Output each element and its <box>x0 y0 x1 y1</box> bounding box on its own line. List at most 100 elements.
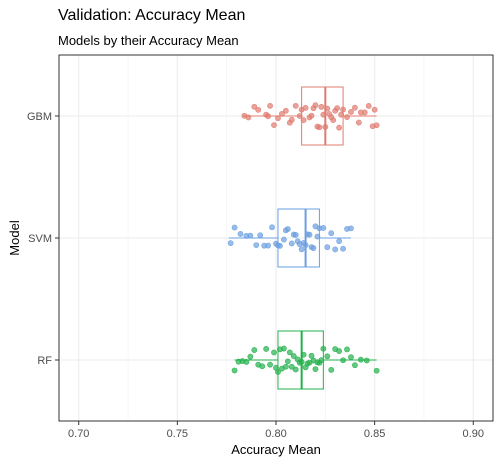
data-point <box>300 117 307 124</box>
data-point <box>352 104 358 111</box>
data-point <box>296 113 303 119</box>
data-point <box>306 231 313 238</box>
data-point <box>300 351 307 358</box>
data-point <box>288 240 295 247</box>
data-point <box>316 124 323 131</box>
data-point <box>320 225 327 231</box>
x-tick-label: 0.90 <box>463 428 484 440</box>
data-point <box>243 359 250 365</box>
data-point <box>275 115 281 122</box>
y-tick-layer: GBM SVM RF <box>27 111 59 367</box>
data-point <box>259 363 266 370</box>
data-point <box>280 345 287 352</box>
data-point <box>352 362 358 369</box>
data-point <box>328 367 335 373</box>
data-point <box>292 366 299 373</box>
data-point <box>237 231 244 237</box>
data-point <box>257 232 264 239</box>
data-point <box>332 246 339 253</box>
data-point <box>318 103 325 110</box>
data-point <box>363 357 370 364</box>
data-point <box>344 114 350 121</box>
data-point <box>336 124 343 131</box>
data-point <box>269 224 275 231</box>
data-point <box>373 367 380 374</box>
data-point <box>330 117 337 124</box>
data-point <box>271 349 277 356</box>
data-point <box>312 102 319 109</box>
x-tick-label: 0.70 <box>68 428 89 440</box>
data-point <box>302 242 309 248</box>
data-point <box>336 238 343 245</box>
chart-subtitle: Models by their Accuracy Mean <box>58 33 239 48</box>
data-point <box>247 232 254 239</box>
data-point <box>286 349 293 356</box>
data-point <box>247 353 254 360</box>
data-point <box>253 242 260 248</box>
data-point <box>277 242 283 249</box>
data-point <box>308 112 315 119</box>
data-point <box>271 122 277 128</box>
chart-title: Validation: Accuracy Mean <box>58 7 246 24</box>
data-point <box>348 354 354 361</box>
data-point <box>288 116 295 123</box>
data-point <box>365 103 372 109</box>
y-axis-title: Model <box>7 220 22 256</box>
data-point <box>275 369 281 375</box>
data-point <box>355 119 362 126</box>
data-point <box>322 124 329 130</box>
data-point <box>284 226 291 232</box>
data-point <box>338 111 344 118</box>
data-point <box>298 359 305 365</box>
data-point <box>310 245 317 251</box>
y-tick-label: RF <box>37 355 52 367</box>
data-point <box>357 356 364 363</box>
x-axis-title: Accuracy Mean <box>231 442 321 457</box>
data-point <box>251 347 258 353</box>
data-point <box>361 109 368 116</box>
data-point <box>292 102 299 109</box>
x-tick-label: 0.85 <box>364 428 385 440</box>
point-layer <box>227 102 380 375</box>
data-point <box>255 106 262 113</box>
data-point <box>340 357 346 364</box>
data-point <box>348 225 354 232</box>
data-point <box>265 113 272 120</box>
data-point <box>288 363 295 370</box>
data-point <box>263 346 270 352</box>
data-point <box>328 230 335 237</box>
data-point <box>298 246 305 253</box>
data-point <box>334 105 341 111</box>
data-point <box>282 107 289 114</box>
data-point <box>340 245 346 252</box>
data-point <box>227 240 234 247</box>
data-point <box>320 345 327 352</box>
data-point <box>231 367 238 374</box>
data-point <box>282 363 289 370</box>
data-point <box>290 353 297 359</box>
data-point <box>324 353 331 360</box>
data-point <box>336 348 343 354</box>
data-point <box>344 346 350 353</box>
data-point <box>231 224 238 231</box>
data-point <box>292 232 299 238</box>
x-tick-layer: 0.70 0.75 0.80 0.85 0.90 <box>68 421 484 440</box>
data-point <box>348 109 354 115</box>
data-point <box>267 361 273 368</box>
data-point <box>312 366 319 372</box>
data-point <box>371 106 378 113</box>
data-point <box>251 103 258 110</box>
data-point <box>324 244 331 251</box>
data-point <box>279 110 285 117</box>
y-tick-label: GBM <box>27 111 52 123</box>
data-point <box>314 233 321 240</box>
data-point <box>284 358 291 365</box>
data-point <box>340 106 346 113</box>
data-point <box>245 114 252 121</box>
data-point <box>320 111 327 118</box>
data-point <box>318 357 325 364</box>
x-tick-label: 0.75 <box>167 428 188 440</box>
data-point <box>280 236 287 243</box>
data-point <box>265 242 272 249</box>
